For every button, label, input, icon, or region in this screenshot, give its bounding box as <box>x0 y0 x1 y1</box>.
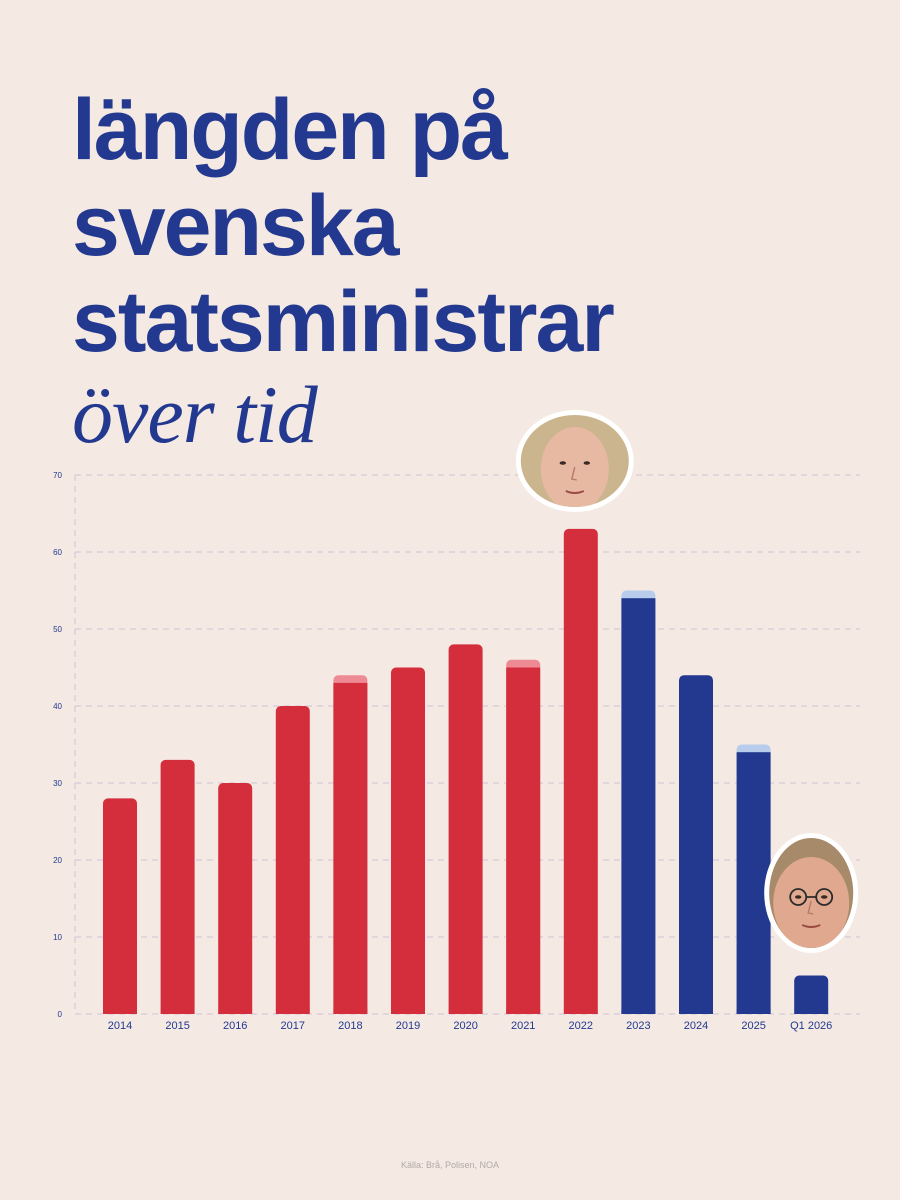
x-tick-label: 2023 <box>626 1020 650 1032</box>
man-with-glasses-portrait-photo-content <box>769 838 854 948</box>
chart-title: längden på svenska statsministrar över t… <box>72 82 615 460</box>
y-tick-label: 30 <box>53 779 62 788</box>
bar <box>218 783 253 1014</box>
x-tick-label: 2017 <box>281 1020 305 1032</box>
bar-base <box>103 1009 137 1014</box>
bar-base <box>333 1009 368 1014</box>
y-tick-label: 70 <box>53 471 62 480</box>
x-tick-label: 2019 <box>396 1020 420 1032</box>
x-tick-label: 2024 <box>684 1020 708 1032</box>
x-tick-label: 2018 <box>338 1020 362 1032</box>
woman-portrait-photo <box>515 410 634 512</box>
bar <box>275 706 310 1014</box>
title-line-2: svenska <box>72 178 400 274</box>
nose <box>570 466 577 481</box>
bar <box>679 675 713 1014</box>
bar <box>391 667 425 1014</box>
bar-base <box>679 1009 713 1014</box>
title-line-3: statsministrar <box>72 274 615 370</box>
bar <box>448 644 483 1014</box>
x-tick-label: 2021 <box>511 1020 535 1032</box>
bar-base <box>736 1009 771 1014</box>
bars: 2014 2015 2016 2017 2018 2019 2020 2021 2022 2023… <box>103 528 832 1032</box>
source-note: Källa: Brå, Polisen, NOA <box>400 1160 500 1170</box>
bar-base <box>218 1009 253 1014</box>
title-line-1: längden på <box>72 82 508 178</box>
x-tick-label: Q1 2026 <box>790 1020 832 1032</box>
x-tick-label: 2025 <box>741 1020 765 1032</box>
bar-base <box>794 1009 829 1014</box>
eye <box>795 895 802 899</box>
x-tick-label: 2016 <box>223 1020 247 1032</box>
bar <box>103 798 137 1014</box>
bar-base <box>448 1009 483 1014</box>
y-grid: 0 10 20 30 40 50 60 70 <box>53 471 860 1019</box>
eye <box>821 895 828 899</box>
x-tick-label: 2022 <box>569 1020 593 1032</box>
mouth <box>565 490 585 494</box>
bar-base <box>563 1009 598 1014</box>
bar <box>160 759 195 1014</box>
x-tick-label: 2014 <box>108 1020 132 1032</box>
y-tick-label: 40 <box>53 702 62 711</box>
bar <box>794 975 829 1014</box>
bar <box>563 528 598 1014</box>
eye <box>583 461 590 465</box>
x-tick-label: 2020 <box>453 1020 477 1032</box>
bar <box>333 682 368 1014</box>
bar <box>621 598 656 1014</box>
bar <box>506 667 541 1014</box>
woman-portrait-photo-content <box>520 415 629 507</box>
y-tick-label: 20 <box>53 856 62 865</box>
mouth <box>801 924 821 928</box>
bar-base <box>391 1009 425 1014</box>
y-tick-label: 0 <box>58 1010 63 1019</box>
y-tick-label: 10 <box>53 933 62 942</box>
bar-base <box>275 1009 310 1014</box>
nose <box>807 900 814 915</box>
title-line-4: över tid <box>72 369 318 460</box>
eye <box>559 461 566 465</box>
x-tick-label: 2015 <box>165 1020 189 1032</box>
man-with-glasses-portrait-photo <box>764 833 859 953</box>
y-tick-label: 50 <box>53 625 62 634</box>
bar-base <box>506 1009 541 1014</box>
bar-base <box>621 1009 656 1014</box>
y-tick-label: 60 <box>53 548 62 557</box>
bar-base <box>160 1009 195 1014</box>
